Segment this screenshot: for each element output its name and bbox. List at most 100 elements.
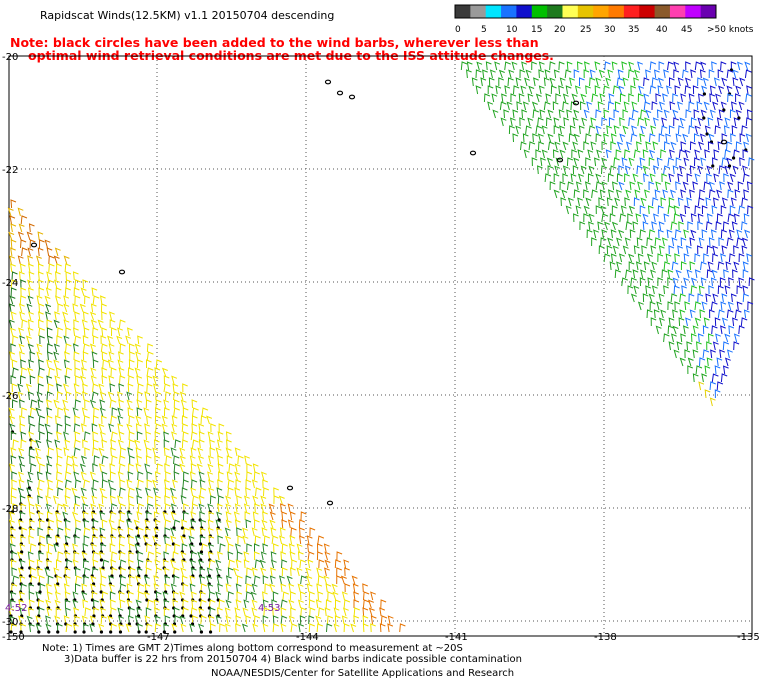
wind-barb (732, 69, 739, 79)
legend-swatch (700, 5, 717, 18)
wind-barb (706, 165, 713, 175)
flag-circle (145, 598, 149, 602)
flag-circle (162, 630, 166, 634)
wind-barb (126, 479, 133, 489)
wind-barb (675, 269, 682, 279)
wind-barb (280, 551, 287, 561)
wind-barb (299, 559, 306, 569)
wind-barb (19, 423, 26, 433)
wind-barb (75, 519, 81, 529)
wind-barb (367, 599, 374, 609)
wind-barb (298, 535, 305, 545)
wind-barb (387, 615, 394, 625)
wind-barb (81, 551, 88, 561)
wind-barb (135, 415, 142, 425)
wind-barb (306, 575, 313, 585)
wind-barb (119, 535, 126, 545)
wind-barb (118, 383, 125, 393)
wind-barb (170, 511, 177, 521)
wind-barb (688, 101, 695, 111)
wind-barb (237, 535, 244, 545)
wind-barb (270, 567, 276, 577)
wind-barb (732, 317, 738, 327)
wind-barb (723, 269, 729, 279)
wind-barb (673, 205, 680, 215)
wind-barb (541, 149, 548, 159)
wind-barb (197, 559, 204, 569)
wind-barb (30, 439, 37, 449)
wind-barb (480, 77, 487, 87)
wind-barb (651, 221, 657, 231)
wind-barb (57, 327, 64, 337)
wind-barb (627, 213, 633, 222)
wind-barb (700, 109, 707, 119)
wind-barb (297, 599, 304, 609)
wind-barb (716, 381, 724, 391)
wind-barb (585, 157, 591, 167)
wind-barb (309, 607, 316, 617)
wind-barb (18, 615, 25, 625)
wind-barb (164, 463, 170, 473)
wind-barb (155, 359, 163, 369)
wind-barb (145, 399, 152, 409)
wind-barb (579, 101, 586, 111)
wind-barb (507, 77, 514, 87)
wind-barb (198, 439, 205, 449)
wind-barb (65, 343, 72, 353)
wind-barb (108, 423, 115, 433)
wind-barb (379, 623, 386, 633)
wind-barb (39, 335, 45, 345)
wind-barb (618, 165, 625, 174)
wind-barb (38, 303, 45, 313)
wind-barb (697, 117, 704, 127)
wind-barb (575, 205, 582, 215)
wind-barb (17, 231, 24, 241)
wind-barb (63, 319, 70, 329)
legend-swatch (608, 5, 625, 18)
wind-barb (323, 543, 330, 553)
wind-barb (643, 173, 649, 183)
island-shape (720, 139, 728, 145)
flag-circle (199, 550, 204, 554)
wind-barb (545, 93, 552, 103)
wind-barb (64, 551, 71, 561)
wind-barb (208, 479, 214, 489)
wind-barb (315, 615, 322, 625)
wind-barb (154, 455, 160, 465)
wind-barb (742, 261, 749, 271)
wind-barb (579, 77, 585, 86)
wind-barb (26, 495, 33, 505)
wind-barb (134, 543, 141, 553)
wind-barb (601, 157, 608, 167)
wind-barb (125, 335, 132, 345)
wind-barb (644, 117, 651, 127)
wind-barb (80, 375, 87, 385)
lon-label: -147 (147, 632, 170, 643)
wind-barb (92, 559, 99, 569)
wind-barb (10, 239, 17, 249)
wind-barb (82, 391, 88, 401)
wind-barb (694, 133, 700, 142)
wind-barb (599, 93, 606, 103)
wind-barb (97, 319, 104, 329)
wind-barb (559, 149, 566, 159)
wind-barb (28, 447, 35, 457)
wind-barb (18, 455, 25, 465)
wind-barb (92, 327, 99, 337)
wind-barb (37, 311, 44, 321)
flag-circle (171, 542, 176, 546)
wind-barb (93, 607, 99, 617)
wind-barb (677, 77, 684, 87)
wind-barb (508, 69, 515, 79)
wind-barb (155, 591, 162, 601)
wind-barb (572, 117, 579, 127)
wind-barb (622, 77, 629, 87)
wind-barb (190, 591, 197, 601)
wind-barb (637, 181, 643, 191)
wind-barb (640, 125, 647, 135)
wind-barb (89, 471, 96, 481)
wind-barb (630, 85, 637, 95)
wind-barb (93, 407, 100, 417)
wind-barb (637, 253, 644, 263)
wind-barb (539, 109, 546, 119)
